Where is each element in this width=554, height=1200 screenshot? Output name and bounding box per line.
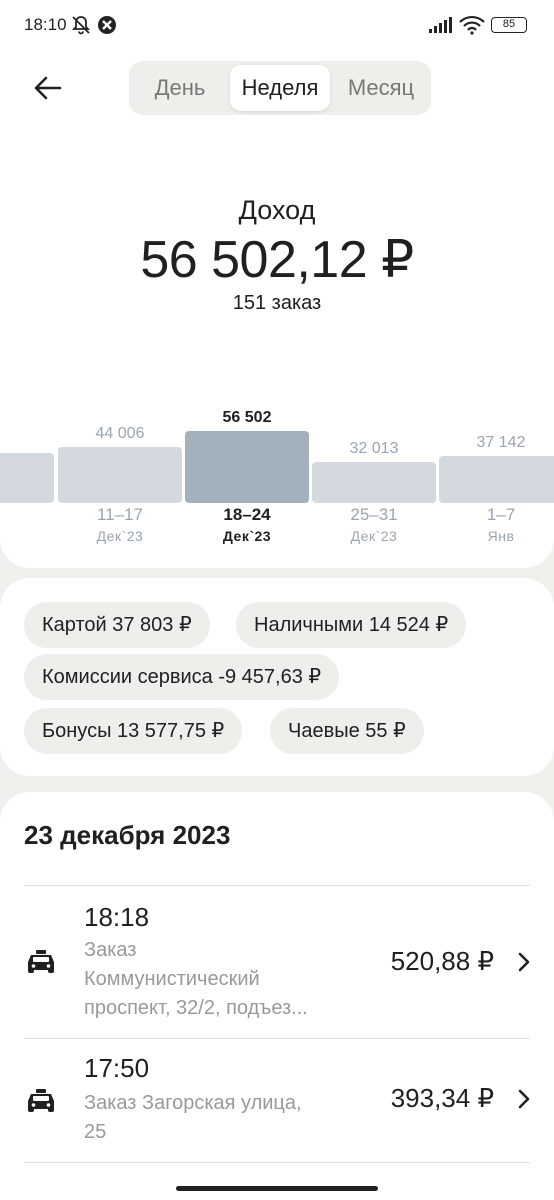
arrow-left-icon	[34, 76, 62, 100]
chevron-right-icon	[518, 952, 530, 972]
tab-week[interactable]: Неделя	[230, 65, 330, 111]
app-notification-icon	[98, 16, 116, 34]
chart-bar-value-label: 37 142	[476, 434, 526, 451]
tips-chip[interactable]: Чаевые 55 ₽	[270, 708, 424, 754]
signal-icon	[429, 17, 452, 33]
divider	[24, 885, 530, 886]
chart-bar[interactable]	[312, 462, 436, 503]
chart-bar-value-label: 44 006	[95, 425, 145, 442]
order-amount: 520,88 ₽	[390, 946, 494, 976]
order-desc-line: проспект, 32/2, подъез...	[84, 997, 308, 1019]
chart-bar[interactable]	[439, 456, 554, 503]
income-label: Доход	[238, 195, 316, 225]
chart-month-label: Дек`23	[350, 528, 398, 544]
order-row[interactable]: 17:50 Заказ Загорская улица, 25 393,34 ₽	[0, 1039, 554, 1163]
cash-payments-chip[interactable]: Наличными 14 524 ₽	[236, 602, 467, 648]
battery-icon: 85	[491, 17, 527, 33]
weekly-income-chart: 44 006 11–17 Дек`23 56 502 18–24 Дек`23 32 013…	[0, 400, 554, 550]
chart-week-range-label: 1–7	[486, 505, 516, 524]
chart-week-range-label: 18–24	[223, 505, 271, 524]
status-time: 18:10	[24, 15, 67, 34]
status-bar: 18:10 85	[0, 0, 554, 50]
card-payments-chip[interactable]: Картой 37 803 ₽	[24, 602, 210, 648]
bonus-chip[interactable]: Бонусы 13 577,75 ₽	[24, 708, 243, 754]
orders-date-heading: 23 декабря 2023	[24, 820, 231, 850]
battery-level: 85	[502, 18, 516, 30]
order-time: 18:18	[84, 902, 150, 932]
mute-notification-icon	[71, 16, 91, 35]
wifi-icon	[459, 15, 485, 35]
tab-day[interactable]: День	[154, 75, 206, 100]
order-row[interactable]: 18:18 Заказ Коммунистический проспект, 3…	[0, 886, 554, 1038]
chart-month-label: Дек`23	[222, 528, 272, 544]
divider	[24, 1162, 530, 1163]
chart-bar[interactable]	[58, 447, 182, 503]
divider	[24, 1038, 530, 1039]
taxi-icon	[28, 1089, 54, 1112]
service-commission-chip[interactable]: Комиссии сервиса -9 457,63 ₽	[24, 654, 340, 700]
chart-month-label: Янв	[487, 528, 515, 544]
chart-bar[interactable]	[185, 431, 309, 503]
order-desc-line: Коммунистический	[84, 968, 260, 990]
order-desc-line: 25	[84, 1121, 107, 1143]
order-amount: 393,34 ₽	[390, 1083, 494, 1113]
income-amount: 56 502,12 ₽	[140, 231, 414, 289]
chart-week-range-label: 11–17	[96, 505, 143, 524]
chart-week-range-label: 25–31	[350, 505, 398, 524]
chart-bar-value-label: 56 502	[222, 409, 272, 426]
chevron-right-icon	[518, 1089, 530, 1109]
tab-month[interactable]: Месяц	[347, 75, 415, 100]
order-description: Заказ Загорская улица, 25	[84, 1089, 354, 1147]
orders-count: 151 заказ	[232, 292, 322, 314]
summary-card: Картой 37 803 ₽ Наличными 14 524 ₽ Комис…	[0, 578, 554, 776]
chart-bar-previous[interactable]	[0, 453, 54, 503]
back-button[interactable]	[26, 66, 70, 110]
order-time: 17:50	[84, 1053, 150, 1083]
order-desc-line: Заказ	[84, 939, 137, 961]
home-indicator[interactable]	[176, 1186, 378, 1191]
chart-bar-value-label: 32 013	[349, 440, 399, 457]
orders-card	[0, 792, 554, 1200]
taxi-icon	[28, 950, 54, 973]
order-description: Заказ Коммунистический проспект, 32/2, п…	[84, 936, 354, 1023]
chart-month-label: Дек`23	[96, 528, 144, 544]
order-desc-line: Заказ Загорская улица,	[84, 1092, 302, 1114]
period-selector: День Неделя Месяц	[129, 61, 431, 115]
